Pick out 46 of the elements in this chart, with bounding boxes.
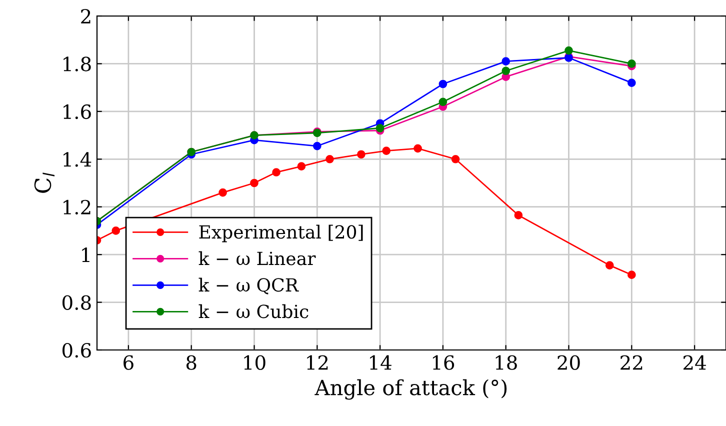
x-tick-label: 14 [370, 355, 392, 370]
x-tick-label: 6 [124, 355, 134, 370]
x-tick-label: 8 [186, 355, 196, 370]
point [502, 66, 510, 76]
x-tick-label: 16 [432, 355, 454, 370]
point [414, 144, 422, 153]
y-axis-title: C$_{l}$ [34, 172, 55, 193]
point [112, 226, 120, 235]
y-tick-label: 1.6 [64, 104, 91, 120]
point [627, 270, 636, 280]
y-tick-label: 1.8 [64, 56, 91, 72]
y-tick-label: 1.4 [64, 152, 92, 167]
legend-label: k − ω Cubic [198, 304, 308, 318]
point [564, 46, 573, 55]
x-axis-title: Angle of attack (°) [314, 379, 507, 400]
point [438, 80, 448, 88]
point [438, 98, 448, 106]
point [357, 150, 366, 159]
legend-label: k − ω Linear [198, 251, 316, 266]
point [451, 154, 460, 164]
x-tick-label: 10 [244, 355, 266, 370]
point [376, 124, 384, 132]
legend-label: Experimental [20] [199, 224, 363, 242]
x-tick-label: 18 [496, 355, 517, 370]
point [514, 211, 523, 220]
y-tick-label: 0.8 [62, 295, 91, 310]
point [627, 78, 636, 87]
y-tick-label: 2 [81, 8, 90, 24]
point [627, 60, 636, 68]
point [382, 146, 391, 155]
x-tick-label: 22 [620, 355, 642, 370]
point [297, 162, 306, 170]
y-tick-label: 1 [82, 248, 90, 262]
point [312, 142, 322, 150]
legend-label: k − ω QCR [198, 278, 299, 294]
x-tick-label: 24 [683, 355, 706, 370]
point [250, 178, 258, 188]
point [502, 57, 510, 66]
point [272, 168, 280, 176]
point [605, 261, 614, 270]
y-tick-label: 1.2 [64, 200, 90, 215]
x-tick-label: 20 [558, 355, 580, 370]
point [218, 188, 227, 197]
y-tick-label: 0.6 [62, 342, 91, 358]
point [326, 154, 334, 164]
x-tick-label: 12 [307, 355, 328, 370]
